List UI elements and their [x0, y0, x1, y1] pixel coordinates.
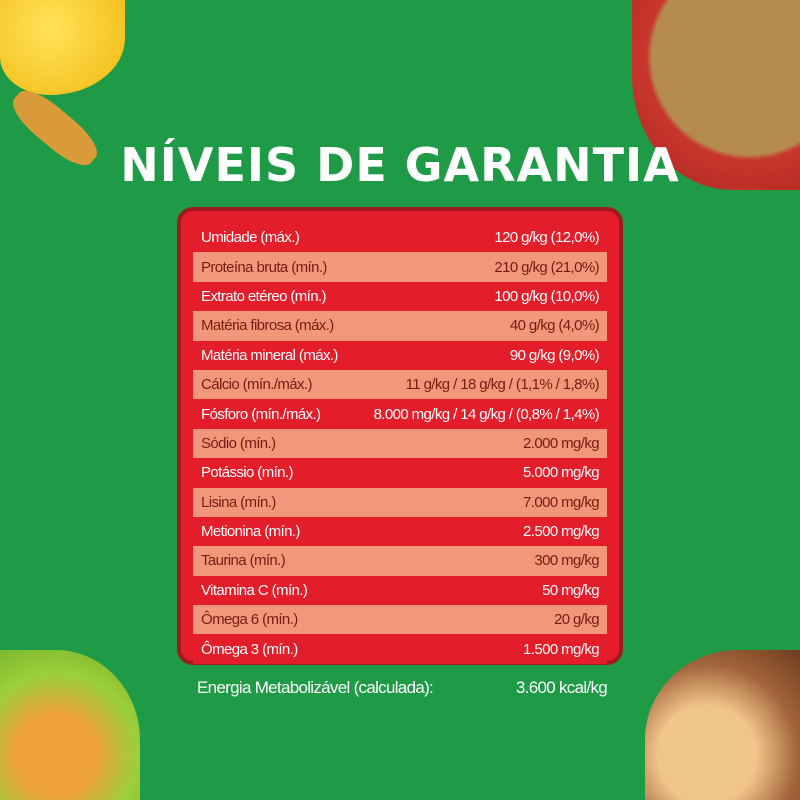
- row-label: Ômega 6 (mín.): [201, 611, 298, 629]
- row-label: Cálcio (mín./máx.): [201, 376, 312, 394]
- row-value: 7.000 mg/kg: [523, 493, 600, 511]
- table-row: Lisina (mín.) 7.000 mg/kg: [193, 487, 607, 517]
- row-label: Extrato etéreo (mín.): [201, 287, 327, 305]
- nutrition-table: Umidade (máx.) 120 g/kg (12,0%) Proteína b…: [177, 207, 623, 665]
- table-row: Matéria mineral (máx.) 90 g/kg (9,0%): [193, 340, 607, 370]
- table-row: Ômega 3 (mín.) 1.500 mg/kg: [193, 634, 607, 664]
- table-row: Matéria fibrosa (máx.) 40 g/kg (4,0%): [193, 311, 607, 341]
- table-row: Umidade (máx.) 120 g/kg (12,0%): [193, 223, 607, 253]
- row-label: Ômega 3 (mín.): [201, 640, 298, 658]
- soy-beans-image: [0, 650, 140, 800]
- row-label: Sódio (mín.): [201, 434, 276, 452]
- row-value: 100 g/kg (10,0%): [494, 287, 599, 305]
- row-value: 5.000 mg/kg: [523, 464, 600, 482]
- table-row: Taurina (mín.) 300 mg/kg: [193, 546, 607, 576]
- row-value: 210 g/kg (21,0%): [494, 258, 599, 276]
- row-label: Metionina (mín.): [201, 523, 300, 541]
- corn-image: [0, 0, 125, 95]
- row-label: Proteína bruta (mín.): [201, 258, 327, 276]
- row-value: 90 g/kg (9,0%): [509, 346, 600, 364]
- row-label: Matéria fibrosa (máx.): [201, 317, 334, 335]
- row-value: 300 mg/kg: [534, 552, 599, 570]
- row-label: Matéria mineral (máx.): [201, 346, 338, 364]
- table-row: Vitamina C (mín.) 50 mg/kg: [193, 575, 607, 606]
- row-label: Vitamina C (mín.): [201, 581, 308, 599]
- row-value: 120 g/kg (12,0%): [494, 229, 599, 247]
- row-value: 40 g/kg (4,0%): [509, 317, 600, 335]
- row-label: Fósforo (mín./máx.): [201, 405, 321, 423]
- table-row: Fósforo (mín./máx.) 8.000 mg/kg / 14 g/kg…: [193, 399, 607, 429]
- page-title: NÍVEIS DE GARANTIA: [120, 138, 680, 192]
- row-value: 50 mg/kg: [542, 581, 600, 599]
- row-value: 8.000 mg/kg / 14 g/kg / (0,8% / 1,4%): [373, 405, 600, 423]
- row-value: 20 g/kg: [553, 611, 600, 629]
- row-label: Lisina (mín.): [201, 493, 276, 511]
- energy-row: Energia Metabolizável (calculada): 3.600…: [197, 678, 608, 698]
- table-row: Extrato etéreo (mín.) 100 g/kg (10,0%): [193, 281, 607, 312]
- table-row: Sódio (mín.) 2.000 mg/kg: [193, 428, 607, 459]
- grilled-chicken-image: [645, 650, 800, 800]
- energy-label: Energia Metabolizável (calculada):: [197, 678, 434, 697]
- row-label: Taurina (mín.): [201, 552, 286, 570]
- table-row: Potássio (mín.) 5.000 mg/kg: [193, 458, 607, 488]
- table-row: Ômega 6 (mín.) 20 g/kg: [193, 605, 607, 635]
- row-value: 1.500 mg/kg: [523, 640, 600, 658]
- row-label: Umidade (máx.): [201, 229, 300, 247]
- row-value: 2.000 mg/kg: [523, 434, 600, 452]
- row-value: 2.500 mg/kg: [523, 523, 600, 541]
- energy-value: 3.600 kcal/kg: [515, 678, 608, 697]
- row-value: 11 g/kg / 18 g/kg / (1,1% / 1,8%): [405, 376, 600, 394]
- row-label: Potássio (mín.): [201, 464, 293, 482]
- table-row: Proteína bruta (mín.) 210 g/kg (21,0%): [193, 252, 607, 282]
- table-row: Metionina (mín.) 2.500 mg/kg: [193, 516, 607, 547]
- table-row: Cálcio (mín./máx.) 11 g/kg / 18 g/kg / (1…: [193, 369, 607, 400]
